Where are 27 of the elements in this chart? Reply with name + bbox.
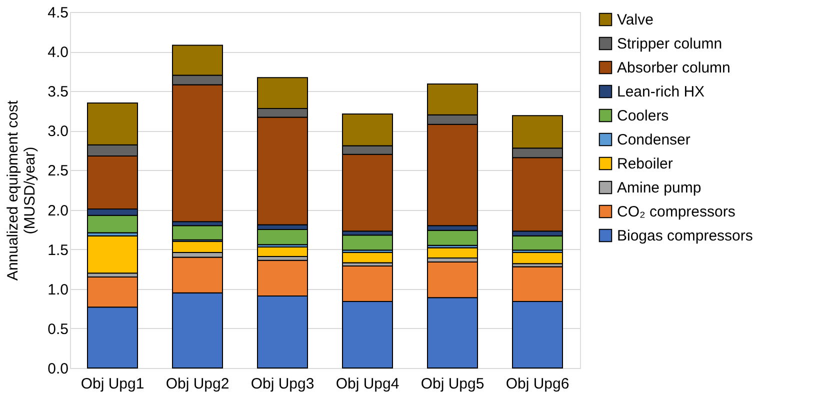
legend-label: Biogas compressors xyxy=(617,228,753,244)
y-axis-title: Annualized equipment cost (MUSD/year) xyxy=(4,100,39,281)
legend-label: Absorber column xyxy=(617,60,730,76)
legend-label: CO₂ compressors xyxy=(617,204,736,220)
y-tick-label: 3.0 xyxy=(48,123,68,140)
legend-label: Stripper column xyxy=(617,36,722,52)
legend-label: Reboiler xyxy=(617,156,673,172)
x-tick-label: Obj Upg1 xyxy=(80,376,144,392)
legend-label: Valve xyxy=(617,12,654,28)
legend-label: Condenser xyxy=(617,132,690,148)
x-tick-label: Obj Upg6 xyxy=(506,376,570,392)
legend-label: Amine pump xyxy=(617,180,702,196)
y-tick-label: 1.0 xyxy=(48,281,68,298)
legend-label: Lean-rich HX xyxy=(617,84,705,100)
y-tick-label: 0.5 xyxy=(48,320,68,338)
legend-label: Coolers xyxy=(617,108,669,124)
x-tick-label: Obj Upg5 xyxy=(420,376,484,392)
y-tick-label: 2.5 xyxy=(48,162,68,180)
y-tick-label: 1.5 xyxy=(48,242,68,259)
y-tick-label: 4.0 xyxy=(48,44,68,62)
y-tick-label: 2.0 xyxy=(48,202,68,220)
x-tick-label: Obj Upg4 xyxy=(336,376,400,392)
x-tick-label: Obj Upg2 xyxy=(166,376,230,392)
y-tick-label: 4.5 xyxy=(48,4,68,22)
x-tick-label: Obj Upg3 xyxy=(250,376,314,392)
y-tick-label: 0.0 xyxy=(48,360,68,378)
y-tick-label: 3.5 xyxy=(48,84,68,101)
